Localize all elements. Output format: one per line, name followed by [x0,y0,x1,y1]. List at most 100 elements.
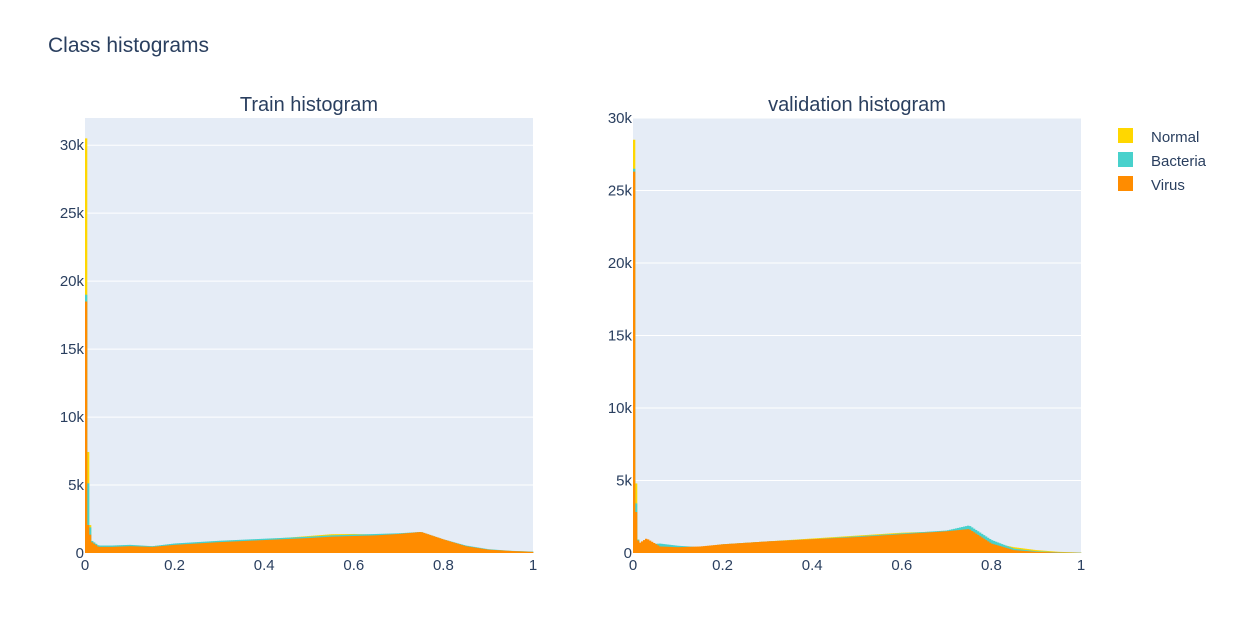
histogram-bar [1023,550,1026,553]
plot-area [85,118,533,553]
histogram-bar [137,546,140,553]
histogram-bar [639,542,642,553]
histogram-bar [205,542,208,553]
histogram-bar [807,539,810,553]
histogram-bar [649,540,652,553]
histogram-bar [87,524,90,553]
histogram-bar [859,536,862,553]
histogram-bar [199,543,202,553]
histogram-bar [99,546,102,553]
histogram-bar [861,536,864,553]
histogram-bar [677,547,680,553]
histogram-bar [841,537,844,553]
histogram-bar [515,551,518,553]
histogram-bar [867,536,870,553]
histogram-bar [1039,551,1042,553]
histogram-bar [169,545,172,553]
histogram-bar [103,546,106,553]
histogram-bar [457,543,460,553]
histogram-bar [1029,551,1032,553]
histogram-bar [155,546,158,553]
histogram-bar [121,546,124,553]
histogram-bar [761,541,764,553]
histogram-bar [763,541,766,553]
histogram-bar [153,546,156,553]
histogram-bar [471,547,474,553]
histogram-bar [827,538,830,553]
histogram-bar [899,534,902,553]
histogram-bar [335,536,338,553]
histogram-bar [183,544,186,553]
histogram-bar [277,539,280,553]
histogram-bar [691,546,694,553]
histogram-bar [197,543,200,553]
legend-item-normal[interactable]: Normal [1118,128,1199,146]
histogram-bar [1055,552,1058,553]
x-tick-label: 0.8 [433,557,454,574]
histogram-bar [231,541,234,553]
y-tick-label: 15k [608,328,633,345]
histogram-bar [93,543,96,553]
histogram-bar [475,547,478,553]
histogram-bar [413,532,416,553]
histogram-bar [285,539,288,553]
histogram-bar [1021,550,1024,553]
histogram-bar [299,538,302,553]
histogram-bar [217,542,220,553]
histogram-bar [981,537,984,553]
histogram-bar [337,536,340,553]
histogram-bar [523,551,526,553]
histogram-bar [953,530,956,553]
histogram-bar [331,536,334,553]
histogram-bar [353,536,356,553]
histogram-bar [635,512,638,553]
histogram-bar [177,544,180,553]
histogram-bar [711,545,714,553]
histogram-bar [701,546,704,553]
histogram-bar [729,543,732,553]
histogram-bar [149,546,152,553]
histogram-bar [1035,551,1038,553]
histogram-bar [223,541,226,553]
histogram-bar [725,544,728,553]
series-virus [633,171,1082,553]
histogram-bar [839,537,842,553]
histogram-bar [469,546,472,553]
histogram-bar [167,545,170,553]
histogram-bar [467,546,470,553]
histogram-bar [685,546,688,553]
histogram-bar [1005,547,1008,553]
histogram-bar [831,538,834,553]
histogram-bar [481,548,484,553]
histogram-bar [215,542,218,553]
histogram-bar [659,546,662,553]
histogram-bar [805,539,808,553]
legend-item-virus[interactable]: Virus [1118,176,1185,194]
histogram-bar [1041,552,1044,553]
legend-item-bacteria[interactable]: Bacteria [1118,152,1207,170]
x-tick-label: 0.6 [343,557,364,574]
y-tick-label: 30k [608,110,633,127]
histogram-bar [773,541,776,553]
histogram-bar [809,539,812,553]
histogram-bar [339,536,342,553]
histogram-bar [449,541,452,553]
histogram-bar [487,549,490,553]
histogram-bar [509,550,512,553]
histogram-bar [949,530,952,553]
histogram-bar [421,532,424,553]
histogram-bar [499,550,502,553]
histogram-bar [157,546,160,553]
histogram-bar [109,546,112,553]
histogram-bar [357,535,360,553]
histogram-bar [111,546,114,553]
histogram-bar [651,541,654,553]
histogram-bar [799,539,802,553]
histogram-bar [995,544,998,553]
histogram-bar [233,541,236,553]
legend-label: Virus [1151,177,1185,194]
histogram-bar [511,551,514,553]
histogram-bar [355,535,358,553]
histogram-bar [115,546,118,553]
histogram-bar [699,546,702,553]
